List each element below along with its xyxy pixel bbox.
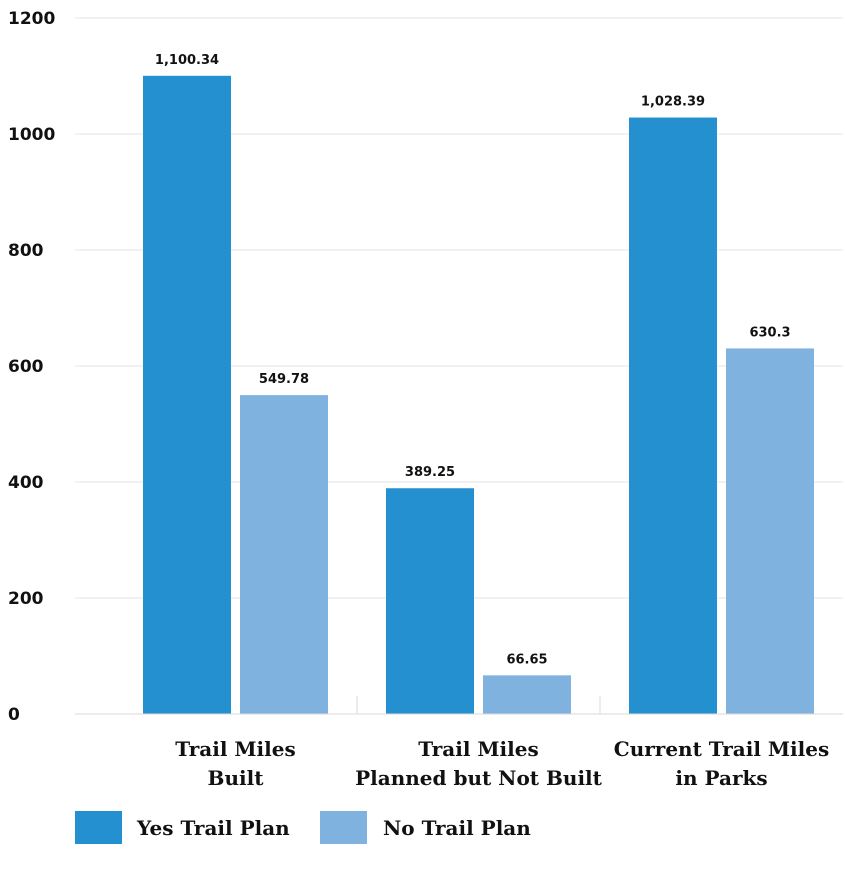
x-tick-label: Trail Miles — [418, 737, 538, 761]
x-tick-label: Trail Miles — [175, 737, 295, 761]
bar — [726, 348, 814, 714]
bar — [240, 395, 328, 714]
y-tick-label: 600 — [8, 357, 44, 377]
data-label: 1,028.39 — [641, 95, 705, 110]
y-tick-label: 1000 — [8, 125, 55, 145]
bar — [143, 75, 231, 715]
y-tick-label: 0 — [8, 705, 20, 725]
y-tick-label: 200 — [8, 589, 44, 609]
data-label: 549.78 — [259, 372, 309, 387]
x-tick-label: Current Trail Miles — [614, 737, 829, 761]
x-tick-label: Planned but Not Built — [355, 766, 603, 790]
bar — [483, 675, 571, 714]
data-label: 1,100.34 — [155, 53, 219, 68]
data-label: 66.65 — [506, 652, 547, 667]
x-tick-label: in Parks — [675, 766, 767, 790]
bar — [386, 488, 474, 714]
data-label: 389.25 — [405, 465, 455, 480]
x-axis: Trail Miles Built Trail Miles Planned but N… — [75, 696, 843, 790]
y-tick-label: 400 — [8, 473, 44, 493]
legend-label: No Trail Plan — [383, 816, 531, 840]
legend-label: Yes Trail Plan — [136, 816, 290, 840]
y-axis: 0 200 400 600 800 1000 1200 — [8, 9, 55, 725]
legend-swatch — [75, 811, 122, 844]
legend-swatch — [320, 811, 367, 844]
x-tick-label: Built — [208, 766, 265, 790]
data-label: 630.3 — [749, 325, 790, 340]
y-tick-label: 800 — [8, 241, 44, 261]
y-tick-label: 1200 — [8, 9, 55, 29]
bars: 1,100.34 389.25 1,028.39 549.78 66.65 630.3 — [143, 53, 814, 715]
bar — [629, 117, 717, 714]
legend: Yes Trail Plan No Trail Plan — [75, 811, 531, 844]
